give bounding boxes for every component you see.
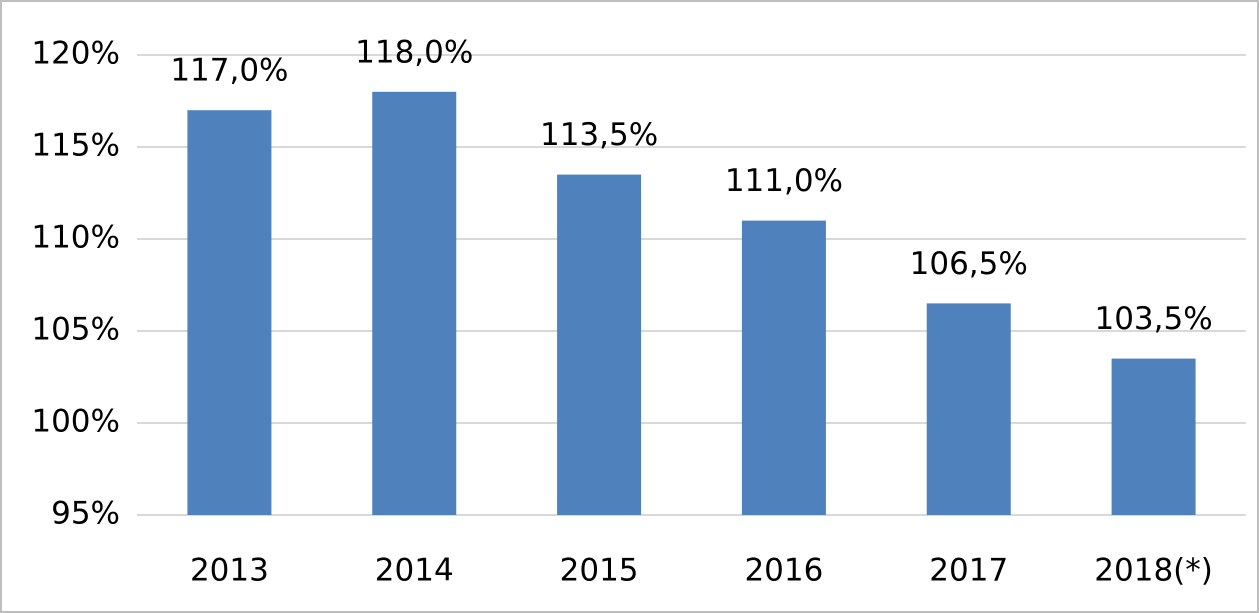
value-label: 111,0% bbox=[725, 163, 843, 199]
y-tick-label: 110% bbox=[31, 220, 120, 256]
x-tick-label: 2014 bbox=[375, 553, 454, 589]
x-tick-label: 2015 bbox=[560, 553, 639, 589]
y-tick-label: 115% bbox=[31, 128, 120, 164]
x-tick-label: 2017 bbox=[929, 553, 1008, 589]
bar bbox=[1111, 358, 1196, 515]
bar bbox=[187, 110, 272, 515]
bar bbox=[926, 303, 1011, 515]
value-label: 106,5% bbox=[910, 246, 1028, 282]
bar bbox=[557, 174, 642, 515]
value-label: 103,5% bbox=[1094, 301, 1212, 337]
y-tick-label: 95% bbox=[51, 496, 120, 532]
value-label: 113,5% bbox=[540, 117, 658, 153]
x-tick-label: 2016 bbox=[744, 553, 823, 589]
bar bbox=[372, 91, 457, 516]
y-tick-label: 105% bbox=[31, 312, 120, 348]
y-tick-label: 120% bbox=[31, 36, 120, 72]
x-tick-label: 2018(*) bbox=[1094, 553, 1213, 589]
value-label: 118,0% bbox=[355, 34, 473, 70]
y-tick-label: 100% bbox=[31, 404, 120, 440]
bar bbox=[741, 220, 826, 515]
value-label: 117,0% bbox=[170, 53, 288, 89]
x-tick-label: 2013 bbox=[190, 553, 269, 589]
